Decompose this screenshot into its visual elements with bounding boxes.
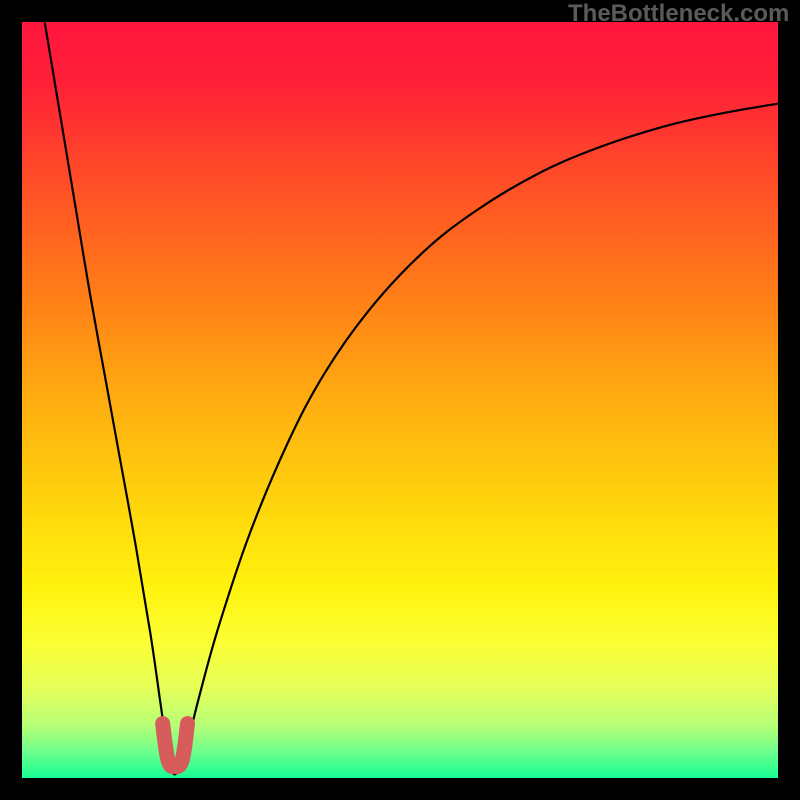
watermark-label: TheBottleneck.com: [568, 0, 789, 28]
trough-marker: [163, 724, 188, 767]
bottleneck-curve: [45, 22, 778, 774]
plot-area: [22, 22, 778, 778]
chart-svg: [22, 22, 778, 778]
